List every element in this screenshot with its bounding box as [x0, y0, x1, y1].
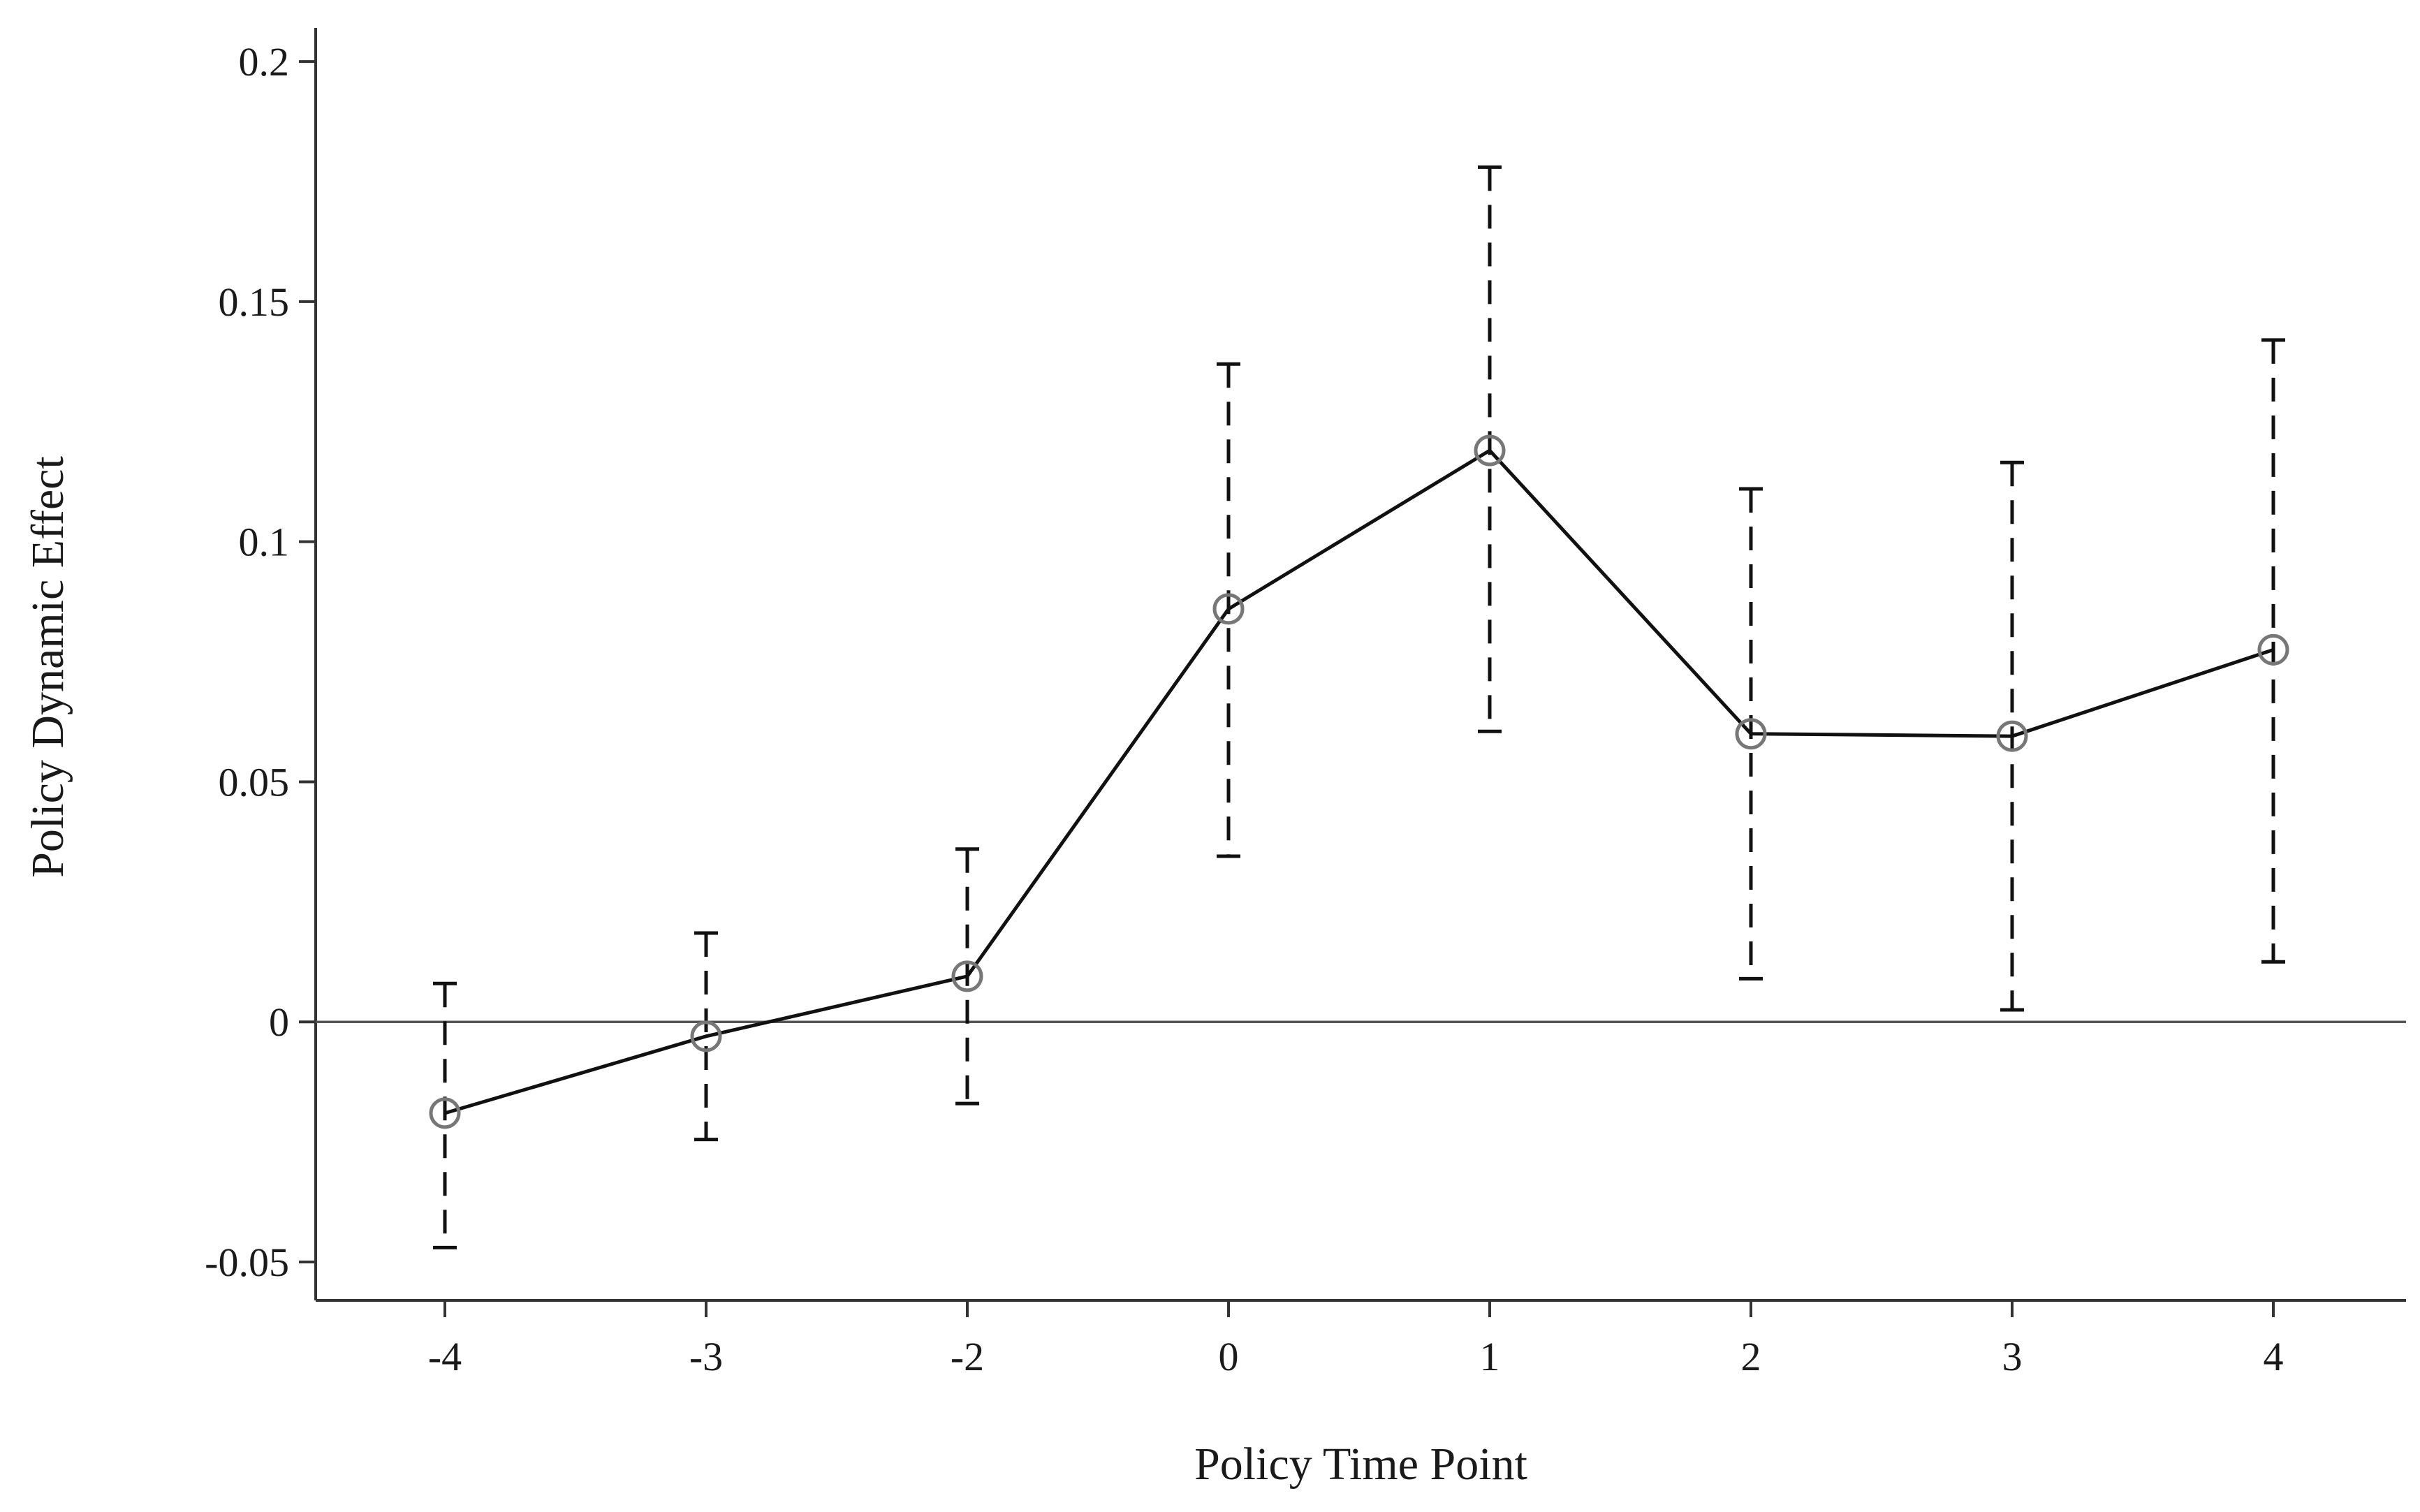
x-tick-label: 1: [1480, 1334, 1500, 1379]
y-tick-label: 0.15: [219, 279, 290, 325]
series: [444, 448, 2274, 1115]
axes: [314, 28, 2406, 1302]
y-axis-title: Policy Dynamic Effect: [22, 456, 73, 878]
series-line: [444, 448, 2274, 1115]
x-tick-label: 2: [1741, 1334, 1761, 1379]
y-tick-label: 0.1: [239, 520, 290, 565]
y-tick-label: 0: [269, 999, 289, 1045]
y-tick-label: 0.2: [239, 39, 290, 85]
x-tick-label: 3: [2002, 1334, 2023, 1379]
data-point: [1212, 593, 1245, 625]
x-tick-label: 0: [1219, 1334, 1239, 1379]
x-tick-label: -3: [689, 1334, 723, 1379]
y-axis-ticks: -0.05 0 0.05 0.1 0.15 0.2: [205, 39, 316, 1285]
data-point: [2257, 633, 2289, 666]
y-tick-label: 0.05: [219, 759, 290, 805]
x-tick-label: -4: [428, 1334, 462, 1379]
data-point: [429, 1097, 461, 1129]
x-axis-ticks: -4 -3 -2 0 1 2 3 4: [428, 1300, 2284, 1379]
x-axis-title: Policy Time Point: [1194, 1439, 1527, 1490]
x-tick-label: 4: [2264, 1334, 2284, 1379]
data-point: [1474, 434, 1506, 467]
y-tick-label: -0.05: [205, 1240, 289, 1285]
data-point: [951, 960, 983, 992]
x-tick-label: -2: [951, 1334, 984, 1379]
data-point: [690, 1020, 722, 1052]
data-point: [1996, 720, 2028, 752]
data-point: [1735, 718, 1767, 750]
data-points: [429, 434, 2289, 1129]
